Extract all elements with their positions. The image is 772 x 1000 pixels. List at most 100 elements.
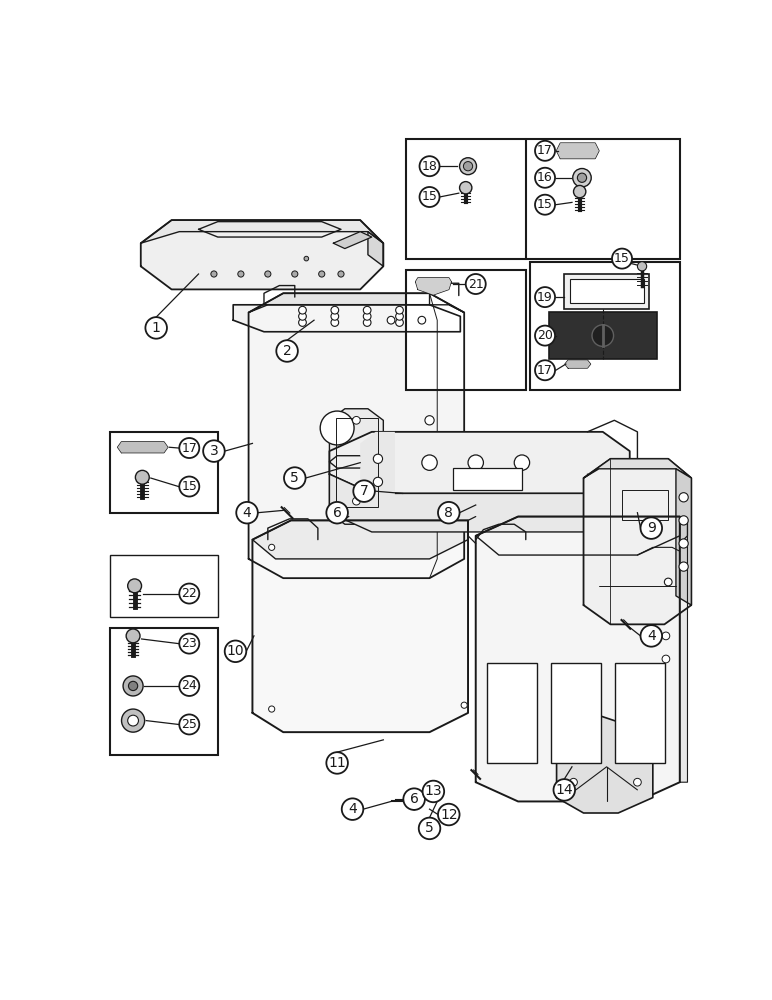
Circle shape bbox=[127, 715, 138, 726]
Text: 13: 13 bbox=[425, 784, 442, 798]
Circle shape bbox=[126, 629, 140, 643]
Polygon shape bbox=[249, 293, 464, 578]
Text: 14: 14 bbox=[556, 783, 573, 797]
Circle shape bbox=[634, 778, 642, 786]
Bar bbox=[336, 418, 378, 507]
Circle shape bbox=[304, 256, 309, 261]
Circle shape bbox=[374, 454, 383, 463]
Circle shape bbox=[514, 455, 530, 470]
Text: 1: 1 bbox=[152, 321, 161, 335]
Text: 22: 22 bbox=[181, 587, 197, 600]
Circle shape bbox=[418, 818, 440, 839]
Circle shape bbox=[396, 306, 403, 314]
Circle shape bbox=[396, 312, 403, 320]
Circle shape bbox=[353, 416, 361, 424]
Circle shape bbox=[438, 502, 459, 523]
Polygon shape bbox=[252, 520, 468, 732]
Circle shape bbox=[265, 271, 271, 277]
Circle shape bbox=[299, 319, 306, 326]
Circle shape bbox=[276, 340, 298, 362]
Text: 9: 9 bbox=[647, 521, 655, 535]
Text: 6: 6 bbox=[333, 506, 341, 520]
Circle shape bbox=[225, 641, 246, 662]
Circle shape bbox=[641, 625, 662, 647]
Polygon shape bbox=[368, 232, 384, 266]
Polygon shape bbox=[233, 305, 460, 332]
Text: 7: 7 bbox=[360, 484, 368, 498]
Text: 12: 12 bbox=[440, 808, 458, 822]
Text: 4: 4 bbox=[242, 506, 252, 520]
Circle shape bbox=[320, 411, 354, 445]
Circle shape bbox=[123, 676, 143, 696]
Circle shape bbox=[127, 579, 141, 593]
Polygon shape bbox=[252, 520, 468, 559]
Text: 15: 15 bbox=[614, 252, 630, 265]
Circle shape bbox=[466, 274, 486, 294]
Circle shape bbox=[574, 185, 586, 198]
Circle shape bbox=[211, 271, 217, 277]
Circle shape bbox=[679, 539, 689, 548]
Circle shape bbox=[179, 634, 199, 654]
Circle shape bbox=[438, 804, 459, 825]
Circle shape bbox=[535, 326, 555, 346]
Polygon shape bbox=[249, 293, 464, 312]
Circle shape bbox=[425, 416, 434, 425]
Circle shape bbox=[535, 287, 555, 307]
Text: 10: 10 bbox=[227, 644, 244, 658]
Bar bbox=[622, 490, 669, 520]
Circle shape bbox=[179, 676, 199, 696]
Polygon shape bbox=[330, 432, 630, 493]
Bar bbox=[406, 270, 526, 389]
Circle shape bbox=[679, 562, 689, 571]
Circle shape bbox=[422, 455, 437, 470]
Polygon shape bbox=[330, 474, 630, 532]
Circle shape bbox=[364, 319, 371, 326]
Text: 8: 8 bbox=[445, 506, 453, 520]
Circle shape bbox=[422, 781, 444, 802]
Text: 16: 16 bbox=[537, 171, 553, 184]
Circle shape bbox=[269, 544, 275, 550]
Circle shape bbox=[353, 497, 361, 505]
Polygon shape bbox=[330, 409, 384, 524]
Circle shape bbox=[638, 262, 647, 271]
Circle shape bbox=[342, 798, 364, 820]
Polygon shape bbox=[565, 360, 591, 368]
Circle shape bbox=[419, 156, 439, 176]
Bar bbox=[551, 663, 601, 763]
Circle shape bbox=[203, 440, 225, 462]
Circle shape bbox=[354, 480, 375, 502]
Circle shape bbox=[665, 578, 672, 586]
Circle shape bbox=[573, 169, 591, 187]
Text: 5: 5 bbox=[290, 471, 300, 485]
Polygon shape bbox=[415, 278, 451, 295]
Circle shape bbox=[179, 714, 199, 734]
Text: 19: 19 bbox=[537, 291, 553, 304]
Bar bbox=[549, 312, 657, 359]
Circle shape bbox=[327, 752, 348, 774]
Text: 24: 24 bbox=[181, 679, 197, 692]
Text: 20: 20 bbox=[537, 329, 553, 342]
Bar bbox=[570, 279, 644, 303]
Polygon shape bbox=[584, 459, 692, 478]
Circle shape bbox=[364, 306, 371, 314]
Polygon shape bbox=[334, 232, 372, 249]
Circle shape bbox=[403, 788, 425, 810]
Circle shape bbox=[662, 632, 670, 640]
Circle shape bbox=[145, 317, 167, 339]
Polygon shape bbox=[476, 517, 680, 801]
Polygon shape bbox=[584, 459, 692, 624]
Polygon shape bbox=[361, 432, 395, 509]
Text: 15: 15 bbox=[422, 190, 438, 204]
Bar bbox=[615, 663, 665, 763]
Circle shape bbox=[662, 655, 670, 663]
Circle shape bbox=[299, 312, 306, 320]
Circle shape bbox=[461, 702, 467, 708]
Circle shape bbox=[121, 709, 144, 732]
Circle shape bbox=[236, 502, 258, 523]
Circle shape bbox=[292, 271, 298, 277]
Circle shape bbox=[535, 168, 555, 188]
Circle shape bbox=[238, 271, 244, 277]
Text: 17: 17 bbox=[537, 144, 553, 157]
Bar bbox=[406, 139, 680, 259]
Polygon shape bbox=[141, 220, 384, 289]
